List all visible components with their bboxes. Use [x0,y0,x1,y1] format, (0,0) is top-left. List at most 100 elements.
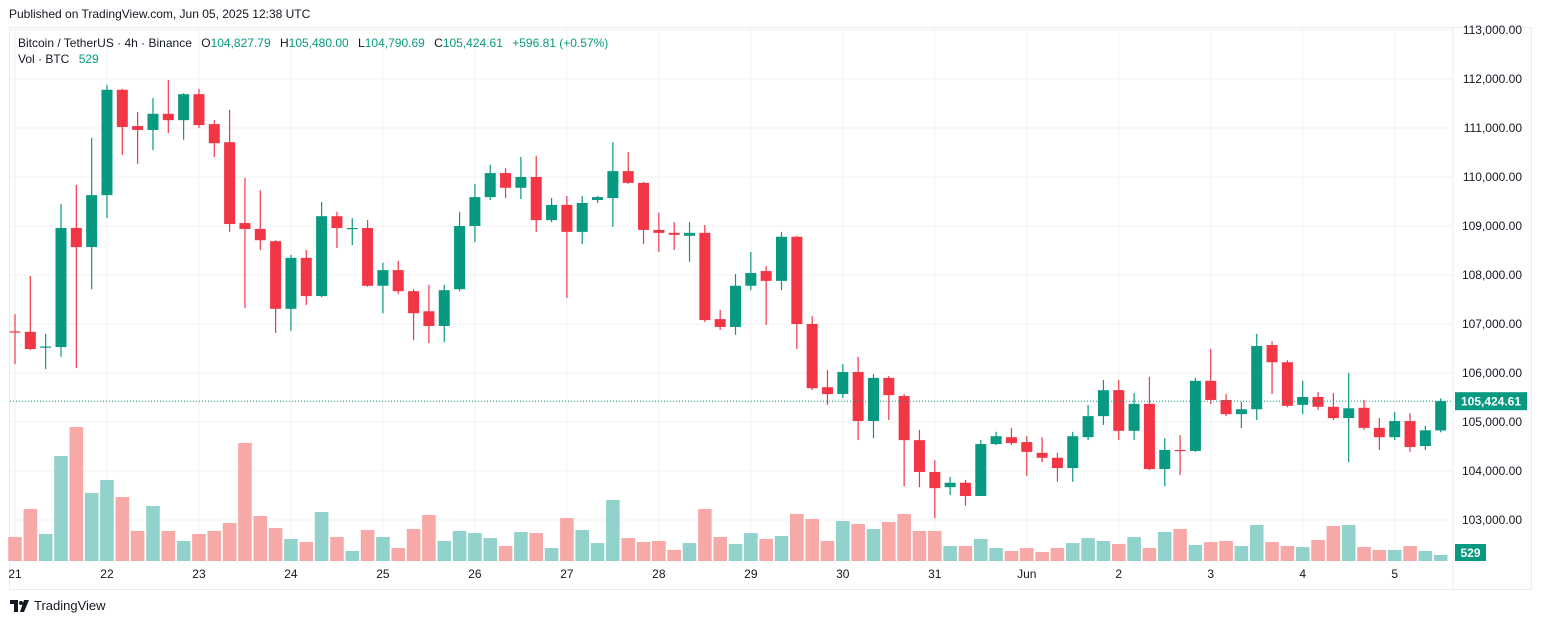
high-value: 105,480.00 [288,36,349,50]
volume-bar [391,548,406,561]
candle [1389,412,1401,441]
volume-bar [928,531,942,561]
candle-body [1113,390,1125,431]
candle [990,431,1002,446]
candle-body [1128,403,1140,431]
symbol-title[interactable]: Bitcoin / TetherUS · 4h · Binance [18,36,192,50]
candle-body [714,319,726,327]
volume-bar [345,551,360,561]
volume-bar [912,531,927,561]
volume-bar [1081,538,1095,561]
candle-body [975,444,987,496]
candle-body [837,372,849,395]
candle [760,266,772,325]
volume-bar [621,538,635,561]
volume-bar [1096,541,1111,561]
close-value: 105,424.61 [442,36,503,50]
price-tick-label: 104,000.00 [1462,464,1522,478]
volume-bar [437,541,452,561]
candle [653,212,665,252]
candle [638,181,650,245]
candle-body [193,94,205,126]
volume-bar [360,529,375,561]
candle-body [1205,380,1217,400]
candle [224,109,236,232]
candle-body [806,324,818,389]
candle-body [1266,345,1278,363]
volume-bar [1265,542,1279,561]
price-tick-label: 109,000.00 [1462,219,1522,233]
volume-bar [774,536,789,561]
price-tick-label: 107,000.00 [1462,317,1522,331]
candle [116,88,128,155]
volume-bar [973,538,988,561]
candle-body [1036,452,1048,458]
chart-frame [9,27,1532,590]
volume-bar [989,548,1003,561]
volume-bar [560,518,574,561]
candle-body [622,171,634,183]
candle-body [1419,430,1431,447]
candle [592,196,604,203]
candle-body [1358,407,1370,428]
candle [147,98,159,151]
volume-label[interactable]: Vol · BTC [18,52,70,66]
price-axis[interactable]: 113,000.00 112,000.00 111,000.00 110,000.00… [1462,23,1522,527]
candle [1297,380,1309,415]
volume-bar [330,537,344,561]
candle-body [576,202,588,232]
candles [9,79,1447,519]
candle-body [1220,399,1232,415]
candle-body [270,241,282,309]
candle-body [55,227,67,348]
candle [898,394,910,487]
candle [867,373,879,439]
footer-brand[interactable]: TradingView [10,598,106,613]
time-tick-label: 26 [468,567,482,581]
candle-body [392,270,404,292]
candle [1036,437,1048,463]
candle [1159,438,1171,487]
time-tick-label: 29 [744,567,758,581]
candle-body [331,216,343,228]
candle-body [132,126,144,130]
volume-bar [529,533,544,561]
volume-bar [176,541,191,561]
legend-volume-row: Vol · BTC 529 [18,51,608,67]
candle [929,460,941,519]
candle-body [178,94,190,121]
candle-body [362,227,374,286]
change-value: +596.81 (+0.57%) [512,36,609,50]
time-tick-label: 31 [928,567,942,581]
last-volume-label: 529 [1460,546,1480,560]
volume-bar [1203,542,1218,561]
volume-bar [1188,544,1203,561]
volume-bar [1050,548,1065,561]
candle [1404,413,1416,452]
candle-body [760,271,772,281]
candle [377,262,389,314]
low-value: 104,790.69 [364,36,425,50]
candle [178,93,190,140]
candle [239,177,251,308]
candle-body [745,273,757,286]
time-tick-label: 25 [376,567,390,581]
volume-bar [192,533,206,561]
candle [607,142,619,227]
brand-name: TradingView [34,598,106,613]
volume-bar [636,542,651,561]
time-axis[interactable]: 21 22 23 24 25 26 27 28 29 30 31 Jun 2 3 4 5 [8,567,1398,581]
time-tick-label: 23 [192,567,206,581]
volume-bar [1295,547,1310,561]
volume-bar [483,538,498,561]
candle [55,203,67,357]
volume-bar [8,537,22,561]
volume-bar [514,532,528,561]
candle-body [852,372,864,422]
volume-bar [299,542,314,561]
candle-body [653,229,665,233]
candle-body [898,396,910,441]
candle [791,235,803,349]
candle [40,333,52,370]
